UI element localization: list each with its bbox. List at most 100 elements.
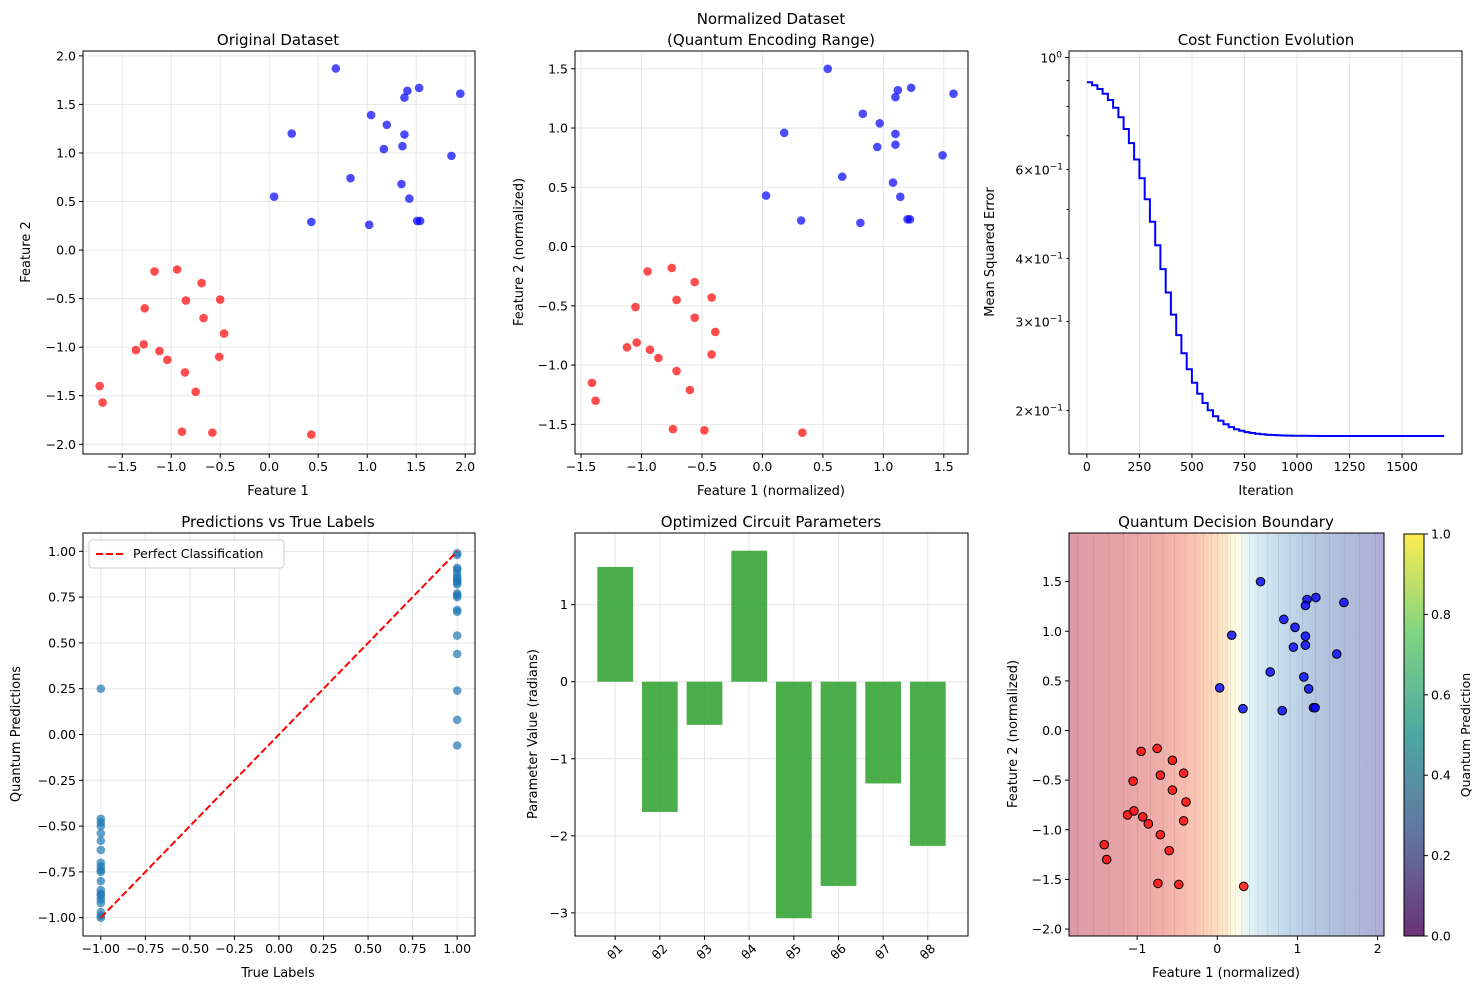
x-tick-label: 1000 (1281, 459, 1313, 474)
y-tick-label: 0.50 (48, 635, 76, 650)
colorbar-gradient (1403, 533, 1425, 937)
data-point (587, 378, 597, 388)
data-point (1300, 631, 1311, 642)
data-point (895, 192, 905, 202)
parameter-bar (597, 566, 634, 682)
y-tick-label: 100 (1040, 50, 1062, 65)
data-point (858, 109, 868, 119)
data-point (215, 295, 225, 304)
x-tick-label: 1.00 (443, 941, 471, 956)
x-axis-label: Iteration (1238, 484, 1293, 499)
parameter-bar (909, 681, 946, 846)
x-tick-label: 250 (1127, 459, 1151, 474)
data-point (403, 86, 412, 96)
data-point (875, 119, 885, 128)
data-point (131, 345, 141, 355)
parameter-bar (865, 681, 902, 784)
data-point (197, 278, 206, 288)
data-point (1099, 839, 1110, 850)
data-point (307, 430, 316, 439)
data-point (707, 350, 716, 359)
prediction-point (452, 592, 462, 602)
y-tick-label: 0.00 (48, 727, 76, 742)
data-point (631, 302, 640, 312)
data-point (219, 329, 229, 338)
data-point (140, 304, 150, 313)
y-axis-label: Feature 2 (19, 221, 34, 283)
data-point (761, 191, 771, 200)
data-point (397, 179, 406, 189)
data-point (1137, 812, 1148, 822)
data-point (690, 277, 700, 287)
cost-curve (1086, 81, 1445, 437)
data-point (1155, 770, 1166, 780)
data-point (1238, 703, 1248, 714)
x-axis-label: Feature 1 (normalized) (697, 484, 845, 499)
colorbar-tick-label: 0.2 (1431, 848, 1451, 863)
y-tick-label: −1.0 (538, 358, 568, 373)
y-tick-label: −1.5 (538, 417, 568, 432)
x-tick-label: 0.75 (399, 941, 427, 956)
y-axis-label: Mean Squared Error (983, 187, 998, 317)
data-point (891, 140, 900, 149)
y-tick-label: −1 (550, 751, 568, 766)
x-tick-label: 0 (1083, 459, 1091, 474)
data-point (632, 338, 641, 347)
colorbar: 0.0 0.2 0.4 0.6 0.8 1.0 Quantum Prediction (1403, 527, 1473, 944)
data-point (672, 295, 681, 305)
data-point (685, 385, 695, 395)
x-tick-label: 0.00 (265, 941, 293, 956)
data-point (95, 381, 104, 391)
data-point (214, 352, 224, 362)
data-point (98, 398, 107, 407)
colorbar-tick-label: 0.4 (1431, 768, 1451, 783)
x-tick-label: θ3 (693, 941, 715, 963)
colorbar-tick-label: 0.8 (1431, 607, 1451, 622)
legend-label: Perfect Classification (133, 546, 263, 561)
data-point (1279, 614, 1289, 625)
y-tick-label: 3×10−1 (1015, 315, 1063, 330)
y-tick-label: 0.5 (1042, 673, 1062, 688)
y-tick-label: 1.0 (1042, 624, 1062, 639)
y-tick-label: −2.0 (46, 437, 76, 452)
panel-decision-boundary: Quantum Decision Boundary −1 0 1 2 −2.0 −1.5… (1006, 513, 1473, 981)
data-point (400, 93, 409, 102)
data-point (379, 144, 389, 154)
y-tick-label: 0.0 (548, 239, 568, 254)
data-point (1164, 845, 1174, 856)
decision-surface (1069, 533, 1384, 936)
y-tick-label: −2 (550, 828, 568, 843)
y-tick-label: −0.5 (1032, 773, 1062, 788)
x-axis-label: Feature 1 (normalized) (1152, 966, 1300, 981)
data-point (331, 64, 341, 73)
x-tick-label: 0 (1213, 941, 1221, 956)
parameter-bar (731, 550, 768, 682)
x-tick-label: −0.5 (687, 459, 717, 474)
data-point (690, 313, 700, 322)
y-tick-label: −0.50 (38, 819, 76, 834)
x-tick-label: θ6 (827, 941, 849, 963)
prediction-point (96, 911, 106, 921)
data-point (1265, 667, 1275, 677)
data-point (1311, 592, 1321, 603)
y-tick-label: −0.5 (538, 298, 568, 313)
data-point (150, 267, 159, 276)
panel-cost-function: Cost Function Evolution 0 250 500 750 1000 12… (983, 31, 1463, 499)
data-point (414, 83, 424, 93)
x-axis-label: Feature 1 (247, 484, 309, 499)
y-tick-label: 2.0 (56, 48, 76, 63)
y-tick-label: 1.5 (548, 61, 568, 76)
data-point (654, 353, 663, 363)
data-point (456, 89, 465, 99)
data-point (796, 216, 806, 225)
data-point (710, 327, 720, 337)
data-point (891, 129, 900, 139)
x-tick-label: 1500 (1386, 459, 1418, 474)
plot-frame (1068, 50, 1463, 455)
data-point (1255, 576, 1266, 587)
prediction-point (452, 631, 462, 640)
data-point (1128, 776, 1138, 786)
panel-title-line2: (Quantum Encoding Range) (667, 31, 875, 49)
prediction-point (452, 649, 462, 659)
